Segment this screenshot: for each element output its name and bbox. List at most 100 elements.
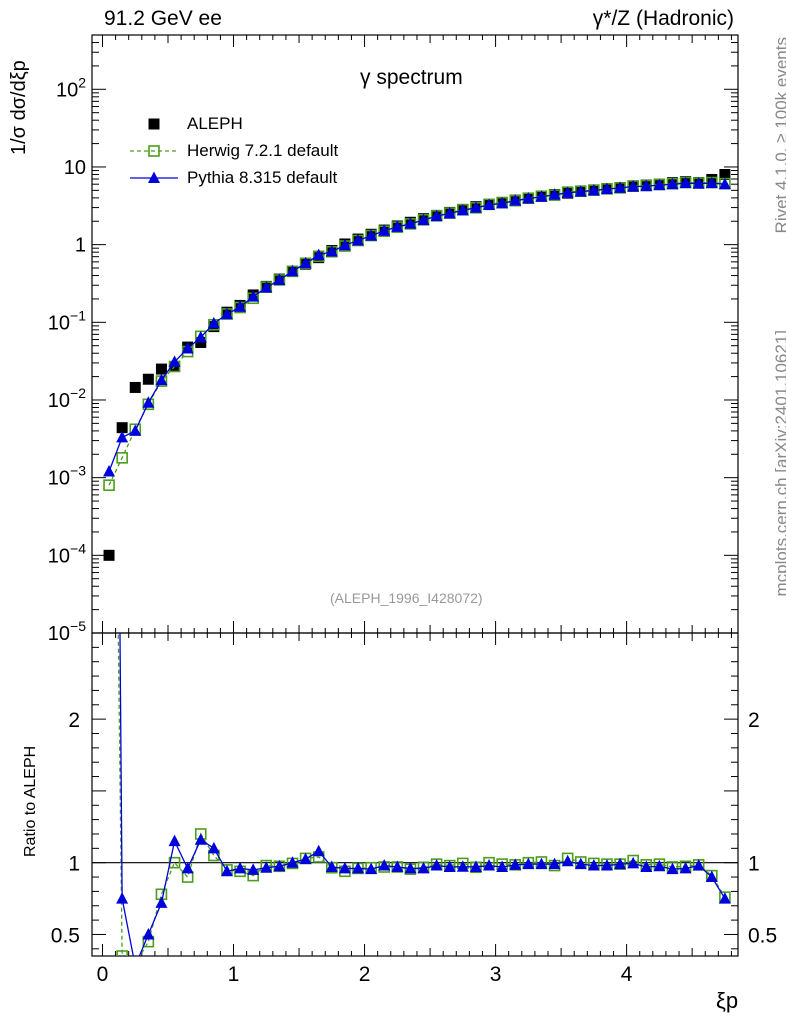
data-point: [195, 336, 207, 348]
pythia-ratio-point: [535, 857, 548, 870]
pythia-ratio-point: [417, 861, 430, 874]
y-tick-exponent: −2: [70, 385, 86, 401]
data-point: [155, 363, 167, 375]
pythia-point: [469, 201, 482, 213]
x-tick-label: 3: [490, 963, 502, 986]
pythia-ratio-point: [129, 960, 141, 972]
pythia-ratio-point: [679, 861, 692, 874]
pythia-point: [705, 176, 718, 189]
pythia-ratio-point: [653, 859, 666, 872]
pythia-ratio-point: [574, 857, 587, 870]
pythia-point: [574, 185, 587, 197]
pythia-ratio-point: [509, 858, 522, 870]
y-tick-base: 10: [48, 623, 70, 645]
data-point: [129, 381, 141, 393]
pythia-point: [509, 194, 522, 206]
pythia-ratio-point: [234, 861, 247, 874]
y-tick-base: 10: [48, 468, 70, 490]
pythia-ratio-point: [338, 861, 351, 874]
y-tick-exponent: −4: [70, 540, 86, 556]
pythia-point: [220, 307, 233, 320]
main-y-axis-label: 1/σ dσ/dξp: [8, 60, 30, 155]
pythia-point: [273, 273, 286, 286]
legend-label-pythia: Pythia 8.315 default: [187, 168, 338, 187]
pythia-point: [483, 198, 496, 210]
ratio-series-group: [116, 633, 731, 972]
pythia-ratio-point: [365, 862, 378, 875]
pythia-ratio-point: [116, 892, 129, 904]
pythia-ratio-point: [443, 860, 456, 872]
pythia-ratio-point: [299, 852, 312, 865]
y-tick-base: 10: [56, 79, 78, 101]
y-tick-base: 10: [48, 390, 70, 412]
ratio-y-tick-label: 0.5: [51, 924, 80, 947]
pythia-point: [587, 184, 600, 196]
x-axis-label: ξp: [716, 988, 739, 1013]
data-point: [116, 422, 128, 434]
pythia-ratio-point: [496, 860, 509, 872]
legend-label-herwig: Herwig 7.2.1 default: [187, 141, 339, 160]
y-tick-label: 10−4: [48, 540, 86, 567]
analysis-watermark: (ALEPH_1996_I428072): [330, 590, 483, 606]
y-tick-base: 10: [48, 312, 70, 334]
pythia-ratio-point: [194, 833, 207, 845]
herwig-point: [116, 452, 128, 464]
pythia-ratio-point: [587, 859, 600, 871]
pythia-ratio-point: [548, 857, 561, 870]
pythia-point: [417, 213, 430, 226]
pythia-point: [535, 190, 548, 202]
pythia-ratio-point: [666, 862, 679, 875]
pythia-ratio-point: [312, 844, 325, 857]
legend-marker-pythia: [148, 171, 160, 183]
legend-marker-aleph: [148, 118, 160, 130]
pythia-point: [286, 264, 299, 277]
pythia-ratio-point: [325, 860, 338, 872]
pythia-ratio-point: [640, 860, 653, 872]
pythia-ratio-point: [718, 892, 731, 904]
pythia-point: [718, 177, 731, 190]
y-tick-label: 10−3: [48, 463, 86, 490]
pythia-ratio-point: [522, 857, 535, 870]
pythia-ratio-point: [260, 861, 273, 873]
pythia-point: [312, 248, 325, 261]
pythia-point: [325, 245, 338, 257]
ratio-y-tick-label: 2: [68, 709, 80, 732]
pythia-point: [365, 229, 378, 241]
legend-marker-herwig: [148, 145, 160, 157]
herwig-ratio-point: [130, 960, 140, 970]
pythia-ratio-point: [561, 854, 574, 867]
pythia-ratio-point: [352, 861, 364, 874]
pythia-ratio-point: [220, 864, 233, 877]
pythia-ratio-point: [181, 861, 194, 874]
y-tick-label: 10: [64, 157, 86, 179]
pythia-point: [142, 396, 155, 408]
y-tick-label: 102: [56, 74, 86, 101]
main-series-group: [103, 168, 731, 561]
mcplots-credit-label: mcplots.cern.ch [arXiv:2401.10621]: [772, 330, 786, 597]
pythia-ratio-point: [247, 863, 260, 875]
data-point: [142, 373, 154, 385]
pythia-ratio-point: [391, 860, 404, 872]
y-tick-base: 10: [48, 545, 70, 567]
pythia-point: [181, 342, 194, 354]
pythia-ratio-point: [404, 861, 417, 874]
pythia-point: [352, 234, 364, 246]
x-tick-label: 2: [359, 963, 371, 986]
ratio-y-tick-label-right: 2: [748, 709, 760, 732]
pythia-point: [260, 281, 273, 293]
y-tick-label: 10−5: [48, 618, 86, 645]
pythia-ratio-point: [207, 841, 220, 854]
y-tick-base: 1: [75, 235, 86, 257]
pythia-ratio-point: [692, 859, 705, 871]
pythia-point: [443, 206, 456, 219]
pythia-point: [207, 316, 220, 329]
pythia-ratio-point: [705, 870, 718, 883]
data-point: [103, 549, 115, 561]
pythia-point: [627, 180, 640, 192]
pythia-point: [561, 186, 574, 198]
pythia-point: [456, 203, 469, 216]
x-tick-label: 0: [97, 963, 109, 986]
pythia-point: [234, 300, 247, 312]
herwig-ratio-point: [116, 950, 128, 956]
herwig-ratio-point: [181, 871, 194, 883]
